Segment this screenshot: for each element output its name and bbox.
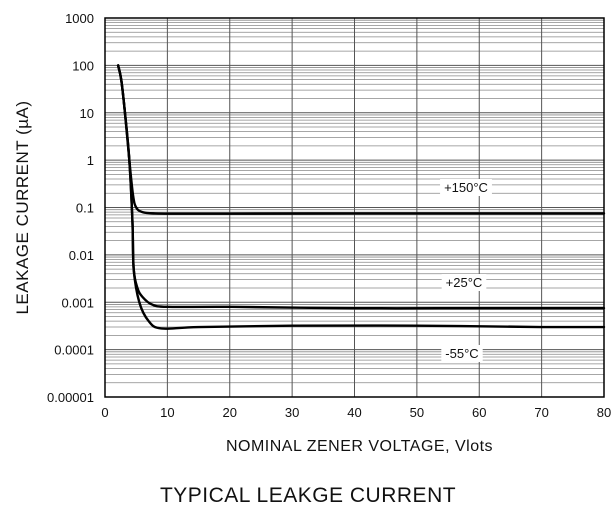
chart-title: TYPICAL LEAKGE CURRENT [160, 484, 456, 507]
series-label: -55°C [445, 346, 478, 361]
y-tick-label: 0.00001 [47, 390, 94, 405]
x-tick-label: 50 [410, 405, 424, 420]
series-label-background [440, 179, 492, 196]
x-tick-label: 0 [101, 405, 108, 420]
x-tick-label: 10 [160, 405, 174, 420]
y-axis-title: LEAKAGE CURRENT (µA) [13, 100, 32, 314]
y-tick-label: 0.001 [61, 295, 94, 310]
plot-frame [104, 17, 605, 398]
y-tick-label: 1 [87, 153, 94, 168]
x-tick-label: 80 [597, 405, 611, 420]
chart-grid [104, 18, 605, 398]
x-tick-label: 30 [285, 405, 299, 420]
series-label-background [441, 345, 483, 362]
x-axis-title: NOMINAL ZENER VOLTAGE, Vlots [226, 438, 493, 455]
series-label-background [441, 274, 487, 291]
series-line [116, 64, 606, 310]
series-label: +150°C [444, 180, 488, 195]
series-label: +25°C [446, 275, 483, 290]
x-tick-label: 60 [472, 405, 486, 420]
series-line [116, 64, 606, 215]
y-tick-label: 0.0001 [54, 343, 94, 358]
y-tick-label: 0.1 [76, 201, 94, 216]
series-labels: +150°C +25°C -55°C [440, 179, 492, 362]
y-tick-label: 0.01 [69, 248, 94, 263]
x-tick-label: 70 [534, 405, 548, 420]
y-tick-label: 100 [72, 58, 94, 73]
x-tick-label: 20 [223, 405, 237, 420]
series-group [116, 64, 606, 330]
y-tick-label: 10 [80, 106, 94, 121]
series-line [116, 64, 606, 330]
x-tick-label: 40 [347, 405, 361, 420]
y-tick-label: 1000 [65, 11, 94, 26]
tick-labels: 1000 100 10 1 0.1 0.01 0.001 0.0001 0.00001 0 10 20… [47, 11, 611, 420]
